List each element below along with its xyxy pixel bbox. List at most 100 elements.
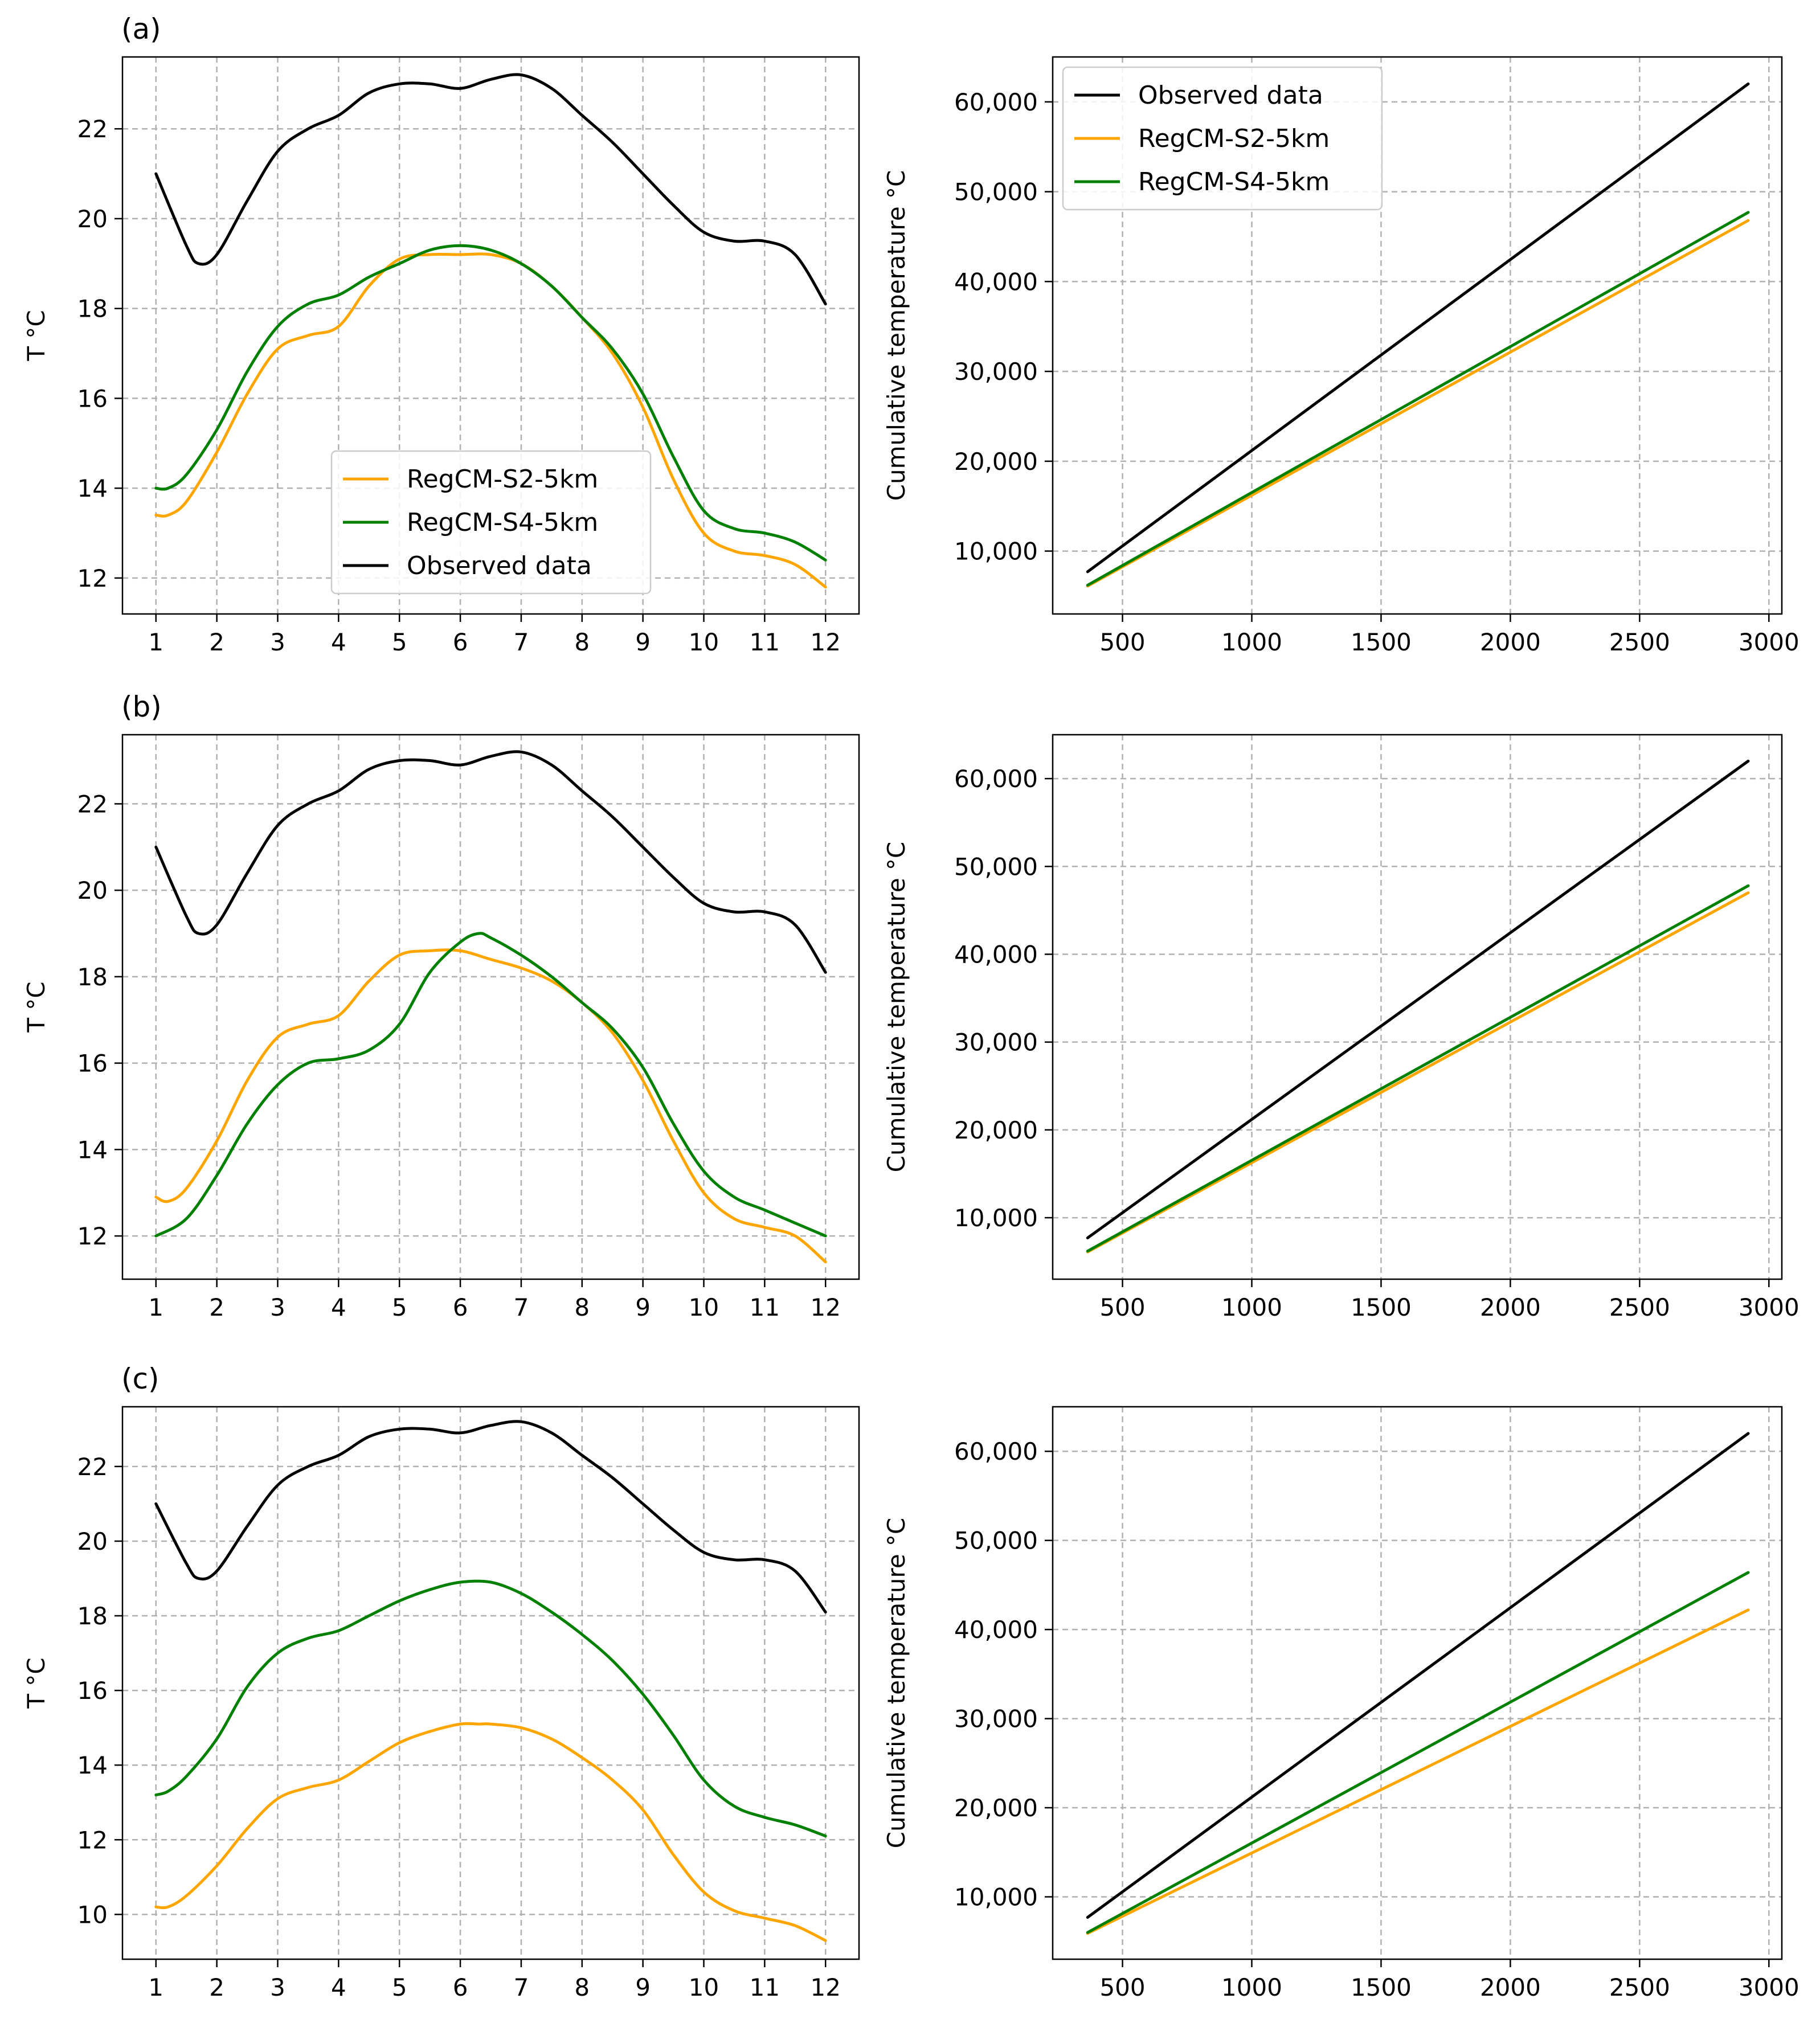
plot-frame: [121, 56, 860, 615]
x-tick-label: 12: [811, 628, 841, 656]
legend-label-regcm-s4-5km: RegCM-S4-5km: [1138, 167, 1330, 196]
x-tick-label: 3: [270, 628, 285, 656]
y-tick-label: 20,000: [954, 448, 1038, 476]
x-tick-label: 3000: [1739, 1973, 1799, 2001]
x-tick-label: 2: [209, 628, 224, 656]
x-tick-label: 1500: [1351, 1293, 1412, 1321]
y-tick-label: 14: [77, 1136, 108, 1164]
x-tick-label: 2: [209, 1973, 224, 2001]
legend-label-observed-data: Observed data: [407, 551, 592, 580]
y-tick-label: 60,000: [954, 1438, 1038, 1465]
y-tick-label: 20,000: [954, 1794, 1038, 1822]
x-tick-label: 11: [750, 1973, 780, 2001]
x-tick-label: 11: [750, 1293, 780, 1321]
y-tick-label: 30,000: [954, 1705, 1038, 1733]
series-line-regcm-s4-5km: [154, 932, 827, 1238]
x-tick-label: 4: [331, 1293, 346, 1321]
x-tick-label: 3000: [1739, 628, 1799, 656]
series-line-regcm-s2-5km: [1086, 219, 1750, 588]
series-line-observed-data: [1086, 759, 1750, 1239]
y-tick-label: 10: [77, 1901, 108, 1928]
x-tick-label: 2500: [1609, 1293, 1670, 1321]
y-tick-label: 20: [77, 205, 108, 233]
x-tick-label: 7: [514, 628, 529, 656]
x-tick-label: 8: [574, 628, 590, 656]
series-line-regcm-s4-5km: [154, 1579, 827, 1838]
chart-panel-b-cumulative: 500 1000 1500 2000 2500 3000 10,000 20,000 30,00…: [882, 734, 1799, 1321]
y-tick-label: 10,000: [954, 1204, 1038, 1232]
x-tick-label: 12: [811, 1973, 841, 2001]
plot-frame: [1052, 734, 1783, 1280]
y-tick-label: 12: [77, 1222, 108, 1250]
series-line-regcm-s2-5km: [154, 252, 827, 589]
x-tick-label: 2000: [1480, 1973, 1541, 2001]
x-tick-label: 1: [148, 628, 163, 656]
x-tick-label: 2500: [1609, 1973, 1670, 2001]
y-axis-label: Cumulative temperature °C: [882, 842, 910, 1173]
x-tick-label: 12: [811, 1293, 841, 1321]
y-tick-label: 30,000: [954, 1029, 1038, 1056]
legend-box: [330, 450, 652, 595]
legend-label-regcm-s2-5km: RegCM-S2-5km: [1138, 124, 1330, 153]
x-tick-label: 500: [1099, 1973, 1145, 2001]
y-tick-label: 60,000: [954, 88, 1038, 116]
x-tick-label: 4: [331, 628, 346, 656]
x-tick-label: 1: [148, 1293, 163, 1321]
y-tick-label: 14: [77, 1751, 108, 1779]
x-tick-label: 3: [270, 1973, 285, 2001]
y-tick-label: 18: [77, 1602, 108, 1630]
x-tick-label: 1000: [1221, 628, 1282, 656]
x-tick-label: 2000: [1480, 1293, 1541, 1321]
x-tick-label: 5: [392, 1293, 407, 1321]
chart-panel-a-cumulative: 500 1000 1500 2000 2500 3000 10,000 20,000 30,00…: [882, 56, 1799, 656]
legend-box: [1062, 66, 1383, 211]
x-tick-label: 3000: [1739, 1293, 1799, 1321]
y-tick-label: 22: [77, 790, 108, 818]
y-axis-label: Cumulative temperature °C: [882, 170, 910, 501]
legend: Observed data RegCM-S2-5km RegCM-S4-5km: [1062, 66, 1383, 211]
x-tick-label: 500: [1099, 1293, 1145, 1321]
x-tick-label: 1500: [1351, 1973, 1412, 2001]
y-tick-label: 18: [77, 963, 108, 991]
y-tick-label: 16: [77, 1677, 108, 1705]
x-tick-label: 8: [574, 1293, 590, 1321]
y-tick-label: 20: [77, 877, 108, 904]
x-tick-label: 2500: [1609, 628, 1670, 656]
series-line-regcm-s4-5km: [154, 244, 827, 562]
y-tick-label: 20,000: [954, 1116, 1038, 1144]
y-tick-label: 10,000: [954, 1883, 1038, 1911]
x-tick-label: 10: [689, 1973, 719, 2001]
series-line-observed-data: [154, 750, 827, 974]
x-tick-label: 10: [689, 1293, 719, 1321]
y-tick-label: 22: [77, 1453, 108, 1481]
x-tick-label: 6: [453, 1293, 468, 1321]
x-tick-label: 7: [514, 1293, 529, 1321]
x-tick-label: 3: [270, 1293, 285, 1321]
x-tick-label: 5: [392, 628, 407, 656]
y-tick-label: 60,000: [954, 765, 1038, 793]
legend-label-regcm-s4-5km: RegCM-S4-5km: [407, 508, 598, 537]
y-tick-label: 40,000: [954, 268, 1038, 296]
y-tick-label: 40,000: [954, 940, 1038, 968]
x-tick-label: 9: [635, 628, 651, 656]
y-tick-label: 40,000: [954, 1616, 1038, 1644]
series-line-regcm-s2-5km: [1086, 891, 1750, 1254]
x-tick-label: 9: [635, 1293, 651, 1321]
x-tick-label: 1500: [1351, 628, 1412, 656]
y-tick-label: 14: [77, 474, 108, 502]
y-axis-label: T °C: [22, 981, 50, 1033]
x-tick-label: 500: [1099, 628, 1145, 656]
series-line-regcm-s4-5km: [1086, 211, 1750, 587]
y-axis-label: T °C: [22, 1657, 50, 1709]
plot-frame: [1052, 56, 1783, 615]
x-tick-label: 2: [209, 1293, 224, 1321]
plot-frame: [121, 734, 860, 1280]
chart-panel-c-cumulative: 500 1000 1500 2000 2500 3000 10,000 20,000 30,00…: [882, 1406, 1799, 2001]
x-tick-label: 1: [148, 1973, 163, 2001]
legend-label-regcm-s2-5km: RegCM-S2-5km: [407, 465, 598, 494]
x-tick-label: 1000: [1221, 1293, 1282, 1321]
